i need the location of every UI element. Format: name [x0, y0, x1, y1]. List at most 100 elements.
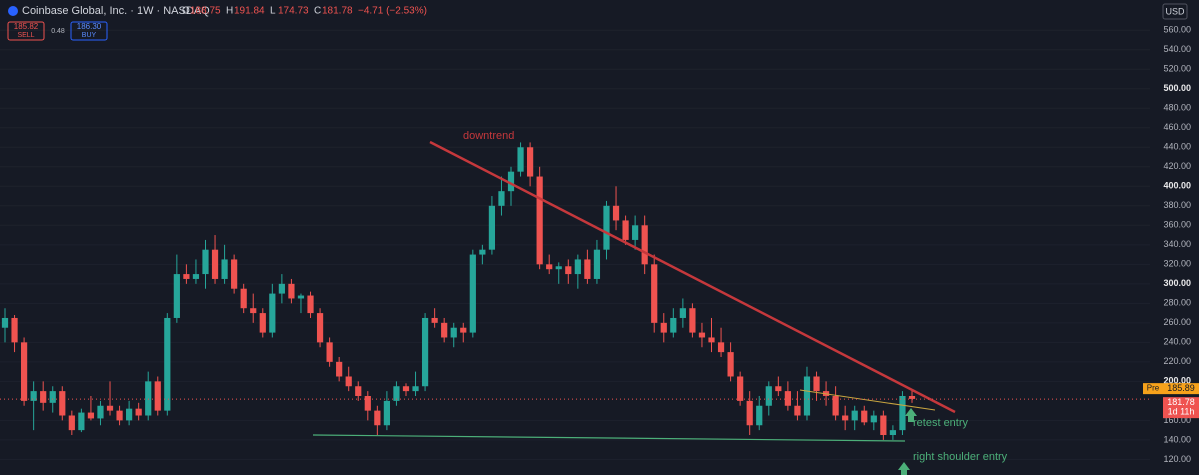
candle-body	[555, 266, 562, 270]
candle-body	[651, 264, 658, 323]
y-tick-label: 480.00	[1163, 103, 1191, 113]
y-tick-label: 220.00	[1163, 356, 1191, 366]
ohlc-value: 188.75	[190, 6, 221, 17]
candle-body	[412, 386, 419, 392]
candle-body	[173, 274, 180, 318]
candle-body	[68, 415, 75, 431]
candle-body	[450, 327, 457, 338]
candle-body	[565, 266, 572, 275]
wedge-line	[799, 389, 936, 411]
candle-body	[784, 391, 791, 406]
candle-body	[679, 308, 686, 318]
candle-body	[164, 317, 171, 411]
candle-body	[431, 317, 438, 323]
candle-body	[746, 400, 753, 426]
candle-body	[145, 381, 152, 416]
pre-label-box	[1143, 383, 1163, 395]
candle-body	[527, 147, 534, 177]
downtrend-line	[429, 140, 956, 414]
candle-body	[727, 352, 734, 377]
candle-body	[737, 376, 744, 401]
candle-body	[87, 412, 95, 419]
candle-body	[612, 205, 620, 221]
sell-button[interactable]	[7, 21, 45, 41]
candle-body	[336, 361, 343, 377]
candle-body	[116, 410, 123, 421]
currency[interactable]: USD	[1165, 6, 1185, 16]
pre-price-box	[1163, 383, 1199, 395]
candle-body	[507, 171, 515, 192]
candle-body	[908, 395, 916, 399]
candle-body	[30, 391, 37, 401]
candle-body	[231, 259, 238, 289]
candle-body	[479, 249, 486, 255]
candle-body	[49, 391, 56, 403]
candle-body	[546, 264, 553, 270]
candle-body	[880, 415, 887, 436]
candle-body	[297, 295, 305, 299]
candle-body	[97, 405, 104, 419]
candle-body	[861, 410, 868, 423]
spread: 0.48	[51, 28, 65, 35]
ohlc-label: L	[270, 6, 276, 17]
y-tick-label: 560.00	[1163, 25, 1191, 35]
neckline	[312, 434, 906, 442]
candle-body	[278, 283, 285, 294]
symbol-logo	[8, 6, 18, 16]
price-axis	[1150, 0, 1199, 475]
candle-body	[40, 391, 47, 403]
candle-body	[765, 386, 772, 406]
ohlc-label: H	[226, 6, 233, 17]
candle-body	[851, 410, 858, 421]
buy-price[interactable]: 186.30	[77, 22, 102, 31]
buy-label[interactable]: BUY	[82, 32, 97, 39]
candle-body	[154, 381, 161, 411]
shoulder-arrow	[898, 462, 910, 475]
candle-body	[670, 317, 677, 333]
candle-body	[78, 412, 85, 431]
candle-body	[632, 225, 639, 240]
countdown: 1d 11h	[1168, 407, 1195, 417]
candle-body	[498, 191, 505, 206]
currency-button[interactable]	[1162, 3, 1188, 20]
candle-body	[536, 176, 543, 265]
candle-body	[383, 400, 390, 426]
y-tick-label: 120.00	[1163, 454, 1191, 464]
last-price-box	[1163, 397, 1199, 419]
y-tick-label: 260.00	[1163, 317, 1191, 327]
candle-body	[832, 395, 839, 416]
y-tick-label: 300.00	[1163, 278, 1191, 288]
candle-body	[183, 274, 190, 279]
buy-button[interactable]	[70, 21, 108, 41]
candle-body	[202, 249, 209, 275]
candle-body	[421, 317, 429, 387]
candle-body	[364, 395, 371, 411]
annotation: right shoulder entry	[913, 451, 1008, 463]
candle-body	[326, 342, 333, 362]
candle-body	[488, 205, 496, 250]
sell-label[interactable]: SELL	[17, 32, 34, 39]
candle-body	[135, 408, 142, 416]
candle-body	[870, 415, 877, 423]
sell-price[interactable]: 185.82	[14, 22, 39, 31]
candle-body	[803, 376, 811, 416]
candle-body	[240, 288, 247, 309]
candle-body	[106, 405, 114, 411]
candle-body	[517, 147, 524, 172]
candle-body	[1, 317, 9, 328]
ohlc-value: 174.73	[278, 6, 309, 17]
y-tick-label: 140.00	[1163, 434, 1191, 444]
pre-price: 185.89	[1167, 383, 1195, 393]
candle-body	[374, 410, 381, 426]
y-tick-label: 440.00	[1163, 142, 1191, 152]
y-tick-label: 520.00	[1163, 64, 1191, 74]
candle-body	[211, 249, 219, 279]
price-change: −4.71 (−2.53%)	[358, 6, 427, 17]
candle-body	[660, 322, 667, 333]
y-tick-label: 320.00	[1163, 259, 1191, 269]
candle-body	[813, 376, 820, 392]
candle-body	[250, 308, 257, 314]
candle-body	[345, 376, 352, 387]
